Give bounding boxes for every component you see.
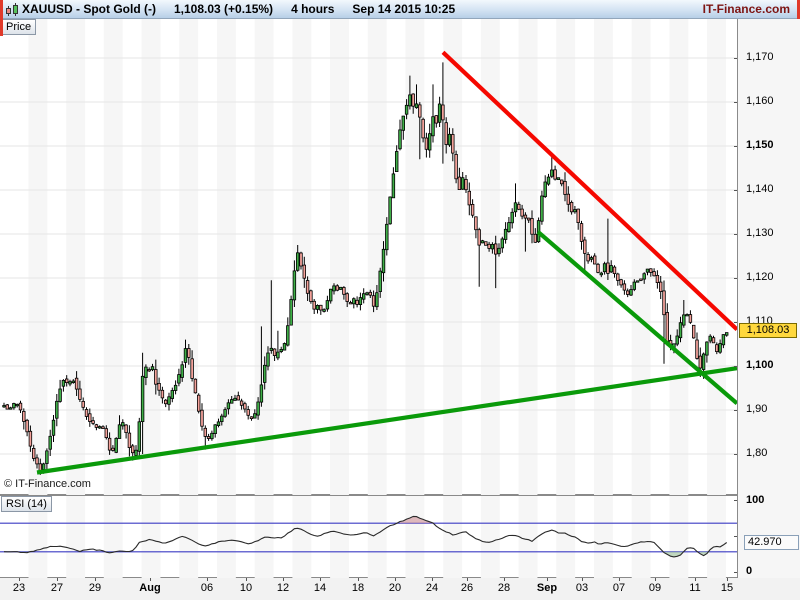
x-axis-tick <box>467 578 468 581</box>
y-axis-tick <box>734 453 738 455</box>
price-pane-tab[interactable]: Price <box>1 19 37 35</box>
x-axis-tick <box>619 578 620 581</box>
y-axis-label: 1,90 <box>746 403 768 415</box>
x-axis-label: 15 <box>720 582 734 594</box>
x-axis-label: 20 <box>388 582 402 594</box>
candlestick-logo-icon <box>5 3 20 16</box>
x-axis-label: 06 <box>200 582 214 594</box>
x-axis-label: 03 <box>575 582 589 594</box>
y-axis-label: 1,100 <box>746 359 774 371</box>
title-bar: XAUUSD - Spot Gold (-) 1,108.03 (+0.15%)… <box>0 0 800 19</box>
rsi-axis-tick <box>734 500 738 502</box>
rsi-indicator-pane[interactable] <box>0 495 738 579</box>
x-axis-label: 10 <box>239 582 253 594</box>
x-axis-tick <box>95 578 96 581</box>
x-axis-tick <box>655 578 656 581</box>
y-axis-tick <box>734 145 738 147</box>
x-axis-label: Aug <box>139 582 161 594</box>
rsi-value-box: 42.970 <box>744 535 799 550</box>
rsi-pane-tab[interactable]: RSI (14) <box>1 496 52 512</box>
y-axis-label: 1,150 <box>746 139 774 151</box>
price-axis: 1,80 1,90 1,100 1,110 1,120 1,130 1,140 1,150 1,… <box>734 19 800 578</box>
y-axis-tick <box>734 101 738 103</box>
x-axis-tick <box>582 578 583 581</box>
x-axis-tick <box>19 578 20 581</box>
axis-divider <box>737 19 738 578</box>
rsi-axis-tick <box>734 571 738 573</box>
rsi-axis-label: 100 <box>746 493 765 506</box>
x-axis-tick <box>395 578 396 581</box>
symbol-title: XAUUSD - Spot Gold (-) <box>22 2 156 16</box>
y-axis-tick <box>734 321 738 323</box>
rsi-plot[interactable] <box>0 496 738 579</box>
x-axis-label: 14 <box>313 582 327 594</box>
timeframe-label: 4 hours <box>291 2 335 16</box>
candlestick-plot[interactable] <box>0 19 738 495</box>
y-axis-tick <box>734 189 738 191</box>
y-axis-tick <box>734 233 738 235</box>
x-axis-tick <box>150 578 151 581</box>
y-axis-label: 1,120 <box>746 271 774 283</box>
y-axis-tick <box>734 57 738 59</box>
rsi-axis-label: 0 <box>746 565 753 578</box>
x-axis-tick <box>57 578 58 581</box>
time-axis: 23 27 29 Aug 06 10 12 14 18 20 24 26 28 Sep 03 07 09 11 15 <box>0 578 800 600</box>
x-axis-tick <box>547 578 548 581</box>
x-axis-label: 09 <box>648 582 662 594</box>
x-axis-tick <box>246 578 247 581</box>
y-axis-label: 1,160 <box>746 95 774 107</box>
chart-copyright: © IT-Finance.com <box>4 478 91 490</box>
y-axis-label: 1,170 <box>746 51 774 63</box>
x-axis-label: 12 <box>276 582 290 594</box>
x-axis-label: 18 <box>351 582 365 594</box>
x-axis-tick <box>283 578 284 581</box>
x-axis-tick <box>727 578 728 581</box>
x-axis-tick <box>432 578 433 581</box>
x-axis-label: 28 <box>497 582 511 594</box>
last-price-tag: 1,108.03 <box>739 323 797 338</box>
main-price-chart[interactable] <box>0 19 738 495</box>
y-axis-label: 1,80 <box>746 447 768 459</box>
x-axis-label: 11 <box>689 582 701 594</box>
x-axis-label: 23 <box>12 582 26 594</box>
last-price-change: 1,108.03 (+0.15%) <box>173 2 274 16</box>
x-axis-tick <box>695 578 696 581</box>
x-axis-tick <box>358 578 359 581</box>
y-axis-label: 1,130 <box>746 227 774 239</box>
brand-link[interactable]: IT-Finance.com <box>702 2 790 16</box>
x-axis-label: 24 <box>425 582 439 594</box>
x-axis-tick <box>504 578 505 581</box>
x-axis-tick <box>207 578 208 581</box>
x-axis-label: 26 <box>460 582 474 594</box>
datetime-label: Sep 14 2015 10:25 <box>352 2 456 16</box>
y-axis-tick <box>734 365 738 367</box>
y-axis-tick <box>734 409 738 411</box>
x-axis-label: 07 <box>612 582 626 594</box>
window-left-edge <box>0 0 3 36</box>
y-axis-tick <box>734 277 738 279</box>
x-axis-label: Sep <box>536 582 558 594</box>
x-axis-label: 29 <box>88 582 102 594</box>
rsi-axis-tick <box>734 536 738 537</box>
x-axis-label: 27 <box>50 582 64 594</box>
x-axis-tick <box>320 578 321 581</box>
y-axis-label: 1,140 <box>746 183 774 195</box>
window-right-edge <box>797 0 800 19</box>
